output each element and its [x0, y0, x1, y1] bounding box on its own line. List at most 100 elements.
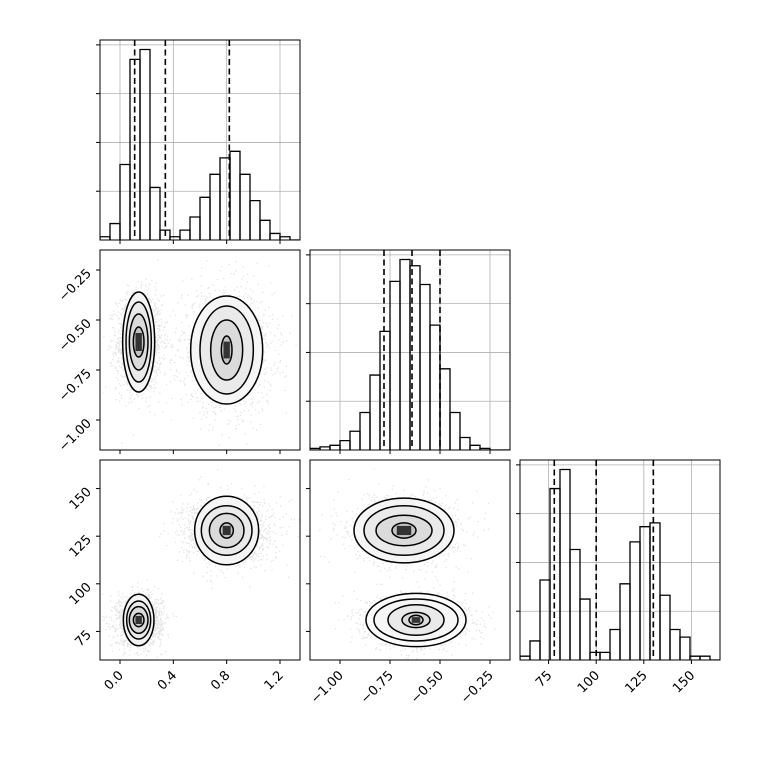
contour-line: [401, 611, 431, 629]
density-peak: [222, 525, 231, 536]
contour-line: [208, 512, 245, 549]
histogram-bar: [229, 150, 241, 240]
tick-label: 100: [575, 668, 603, 696]
contour-line: [209, 319, 244, 381]
histogram-bar: [459, 436, 471, 450]
tick-label: 125: [622, 668, 650, 696]
histogram-bar: [479, 447, 491, 450]
histogram-bar: [209, 173, 221, 240]
tick-label: 0.8: [208, 668, 233, 693]
histogram-bar: [359, 411, 371, 450]
tick-label: 0.0: [102, 668, 127, 693]
histogram-bar: [599, 651, 611, 660]
contour-line: [199, 305, 255, 395]
contour-line: [128, 605, 149, 635]
contour-line: [391, 522, 417, 539]
histogram-bar: [439, 368, 451, 450]
tick-label: 150: [67, 485, 95, 513]
contour-line: [125, 301, 153, 383]
contour-line: [353, 497, 455, 564]
scatter-panel: [309, 459, 511, 661]
tick-label: 0.4: [155, 668, 180, 693]
histogram-bar: [659, 594, 671, 660]
histogram-bar: [329, 444, 341, 450]
density-peak: [223, 341, 230, 359]
contour-line: [408, 614, 424, 626]
histogram-bar: [139, 48, 151, 240]
tick-label: 75: [73, 628, 95, 650]
histogram-bar: [469, 444, 481, 450]
tick-label: −0.25: [458, 668, 497, 707]
histogram-bar: [529, 640, 541, 660]
panel-frame: [99, 249, 301, 451]
panel-frame: [519, 459, 721, 661]
tick-label: 1.2: [262, 668, 287, 693]
histogram-bar: [649, 522, 661, 660]
histogram-panel: [306, 249, 511, 451]
histogram-bar: [569, 548, 581, 660]
tick-label: −1.00: [308, 668, 347, 707]
contour-line: [128, 313, 149, 371]
contour-line: [200, 504, 253, 556]
histogram-bar: [379, 330, 391, 450]
tick-label: −1.00: [56, 416, 95, 455]
histogram-bar: [629, 541, 641, 660]
contour-line: [387, 604, 445, 636]
histogram-bar: [399, 258, 411, 450]
contour-line: [189, 295, 264, 405]
panel-frame: [309, 459, 511, 661]
tick-label: 150: [670, 668, 698, 696]
tick-label: −0.50: [56, 316, 95, 355]
contour-line: [132, 612, 145, 628]
histogram-bar: [239, 173, 251, 240]
contour-line: [220, 335, 233, 365]
histogram-bar: [609, 628, 621, 660]
contour-line: [365, 592, 467, 648]
density-peak: [411, 617, 421, 623]
histogram-bar: [269, 232, 281, 240]
tick-label: 125: [67, 532, 95, 560]
tick-label: 100: [67, 580, 95, 608]
panel-frame: [309, 249, 511, 451]
histogram-bar: [669, 628, 681, 660]
density-peak: [135, 333, 142, 351]
contour-line: [125, 600, 152, 640]
contour-line: [122, 593, 155, 647]
scatter-panel: [99, 459, 301, 661]
contour-line: [373, 598, 459, 642]
histogram-bar: [679, 636, 691, 660]
histogram-bar: [419, 283, 431, 450]
tick-label: 75: [533, 668, 555, 690]
histogram-bar: [249, 199, 261, 240]
tick-label: −0.25: [56, 266, 95, 305]
histogram-bar: [119, 163, 131, 240]
histogram-bar: [109, 222, 121, 240]
contour-line: [363, 504, 445, 556]
histogram-panel: [516, 459, 721, 661]
contour-line: [193, 495, 260, 566]
panel-frame: [99, 39, 301, 241]
histogram-bar: [219, 157, 231, 240]
histogram-bar: [589, 651, 601, 660]
scatter-panel: [99, 249, 301, 451]
histogram-bar: [349, 430, 361, 450]
density-peak: [396, 525, 412, 536]
histogram-bar: [389, 280, 401, 450]
histogram-bar: [189, 216, 201, 240]
contour-line: [132, 326, 145, 358]
contour-line: [375, 514, 433, 547]
tick-label: −0.75: [56, 366, 95, 405]
contour-line: [121, 291, 156, 393]
tick-label: −0.50: [408, 668, 447, 707]
histogram-bar: [259, 219, 271, 240]
histogram-bar: [579, 598, 591, 660]
histogram-panel: [96, 39, 301, 241]
histogram-bar: [559, 468, 571, 660]
histogram-bar: [199, 196, 211, 240]
histogram-bar: [279, 236, 291, 240]
histogram-bar: [699, 655, 711, 660]
histogram-bar: [429, 324, 441, 450]
histogram-bar: [520, 655, 531, 660]
panel-frame: [99, 459, 301, 661]
